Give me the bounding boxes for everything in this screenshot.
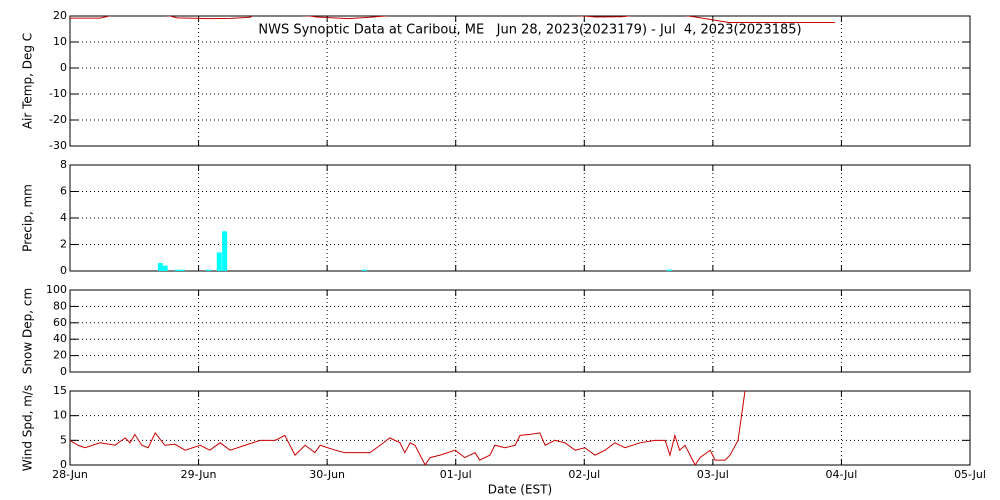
x-tick-label: 04-Jul (825, 468, 857, 481)
y-tick-label: -30 (49, 139, 67, 152)
bar (157, 263, 163, 271)
x-tick-label: 03-Jul (697, 468, 729, 481)
data-layer (157, 231, 672, 271)
y-tick-label: 0 (60, 61, 67, 74)
data-layer (70, 16, 835, 23)
y-tick-label: 10 (53, 409, 67, 422)
x-tick-label: 30-Jun (309, 468, 345, 481)
data-layer (70, 391, 746, 465)
y-tick-label: -10 (49, 87, 67, 100)
y-tick-label: 20 (53, 9, 67, 22)
y-tick-label: 20 (53, 349, 67, 362)
y-tick-label: 15 (53, 384, 67, 397)
y-tick-label: 5 (60, 433, 67, 446)
y-tick-label: 60 (53, 316, 67, 329)
bar (206, 269, 212, 271)
y-tick-label: 6 (60, 185, 67, 198)
x-tick-label: 01-Jul (440, 468, 472, 481)
line (70, 391, 746, 465)
y-tick-label: -20 (49, 113, 67, 126)
bar (222, 231, 228, 271)
y-axis-label: Air Temp, Deg C (21, 33, 35, 129)
bar (216, 252, 222, 271)
x-tick-label: 28-Jun (52, 468, 88, 481)
y-tick-label: 0 (60, 264, 67, 277)
y-tick-label: 8 (60, 158, 67, 171)
y-tick-label: 0 (60, 365, 67, 378)
y-tick-label: 2 (60, 238, 67, 251)
plot-frame (69, 289, 971, 373)
bar (361, 269, 367, 271)
y-axis-label: Wind Spd, m/s (21, 385, 35, 471)
line (70, 16, 835, 23)
y-axis-label: Precip, mm (21, 184, 35, 252)
chart-title: NWS Synoptic Data at Caribou, ME Jun 28,… (258, 23, 801, 38)
x-tick-label: 02-Jul (568, 468, 600, 481)
bar (666, 269, 672, 271)
bar (162, 265, 168, 271)
y-axis-label: Snow Dep, cm (21, 288, 35, 374)
x-tick-label: 05-Jul (954, 468, 986, 481)
plot-frame (69, 164, 971, 272)
plot-frame (69, 15, 971, 147)
y-tick-label: 80 (53, 299, 67, 312)
y-tick-label: 4 (60, 211, 67, 224)
x-tick-label: 29-Jun (181, 468, 217, 481)
plot-frame (69, 390, 971, 466)
x-axis-label: Date (EST) (488, 483, 552, 497)
bar (175, 269, 180, 271)
y-tick-label: 0 (60, 458, 67, 471)
bar (179, 269, 185, 271)
y-tick-label: 10 (53, 35, 67, 48)
y-tick-label: 100 (46, 283, 67, 296)
y-tick-label: 40 (53, 332, 67, 345)
